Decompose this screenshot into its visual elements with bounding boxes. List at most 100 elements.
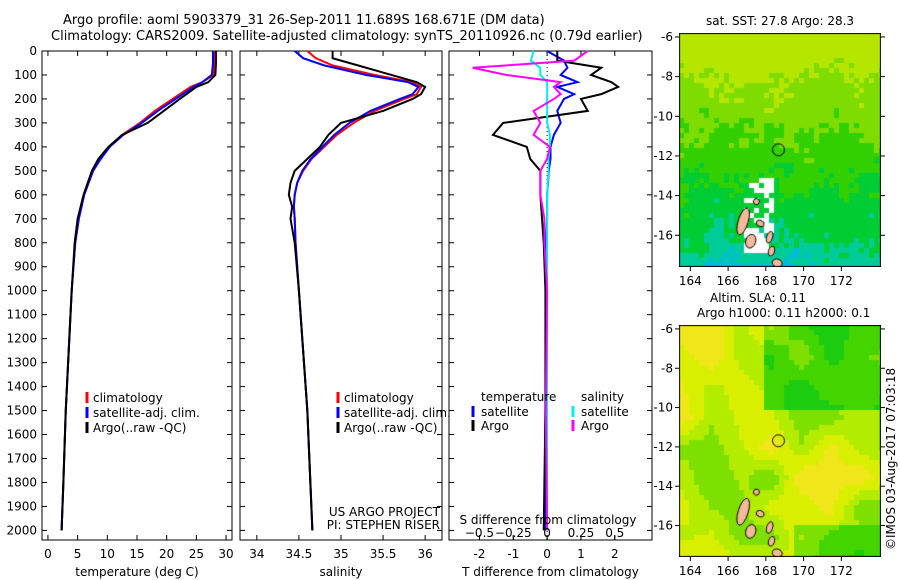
map-x-tick-label: 172 <box>830 274 853 288</box>
x-tick-label: 5 <box>74 547 82 561</box>
map-y-tick-label: -12 <box>653 149 673 163</box>
plot-frame <box>239 50 443 541</box>
sst-map-title: sat. SST: 27.8 Argo: 28.3 <box>706 14 855 28</box>
map-x-tick-label: 166 <box>717 274 740 288</box>
y-tick-label: 600 <box>14 188 37 202</box>
map-x-tick-label: 170 <box>792 564 815 578</box>
s-axis-label: S difference from climatology <box>460 513 637 527</box>
legend-label: climatology <box>93 391 163 405</box>
x-tick-label: 2 <box>611 547 619 561</box>
x-tick-label: 34 <box>249 547 264 561</box>
legend-label: Argo(..raw -QC) <box>93 421 186 435</box>
x-tick-label: 1 <box>577 547 585 561</box>
y-tick-label: 100 <box>14 68 37 82</box>
y-tick-label: 1100 <box>6 308 37 322</box>
y-tick-label: 1400 <box>6 380 37 394</box>
y-tick-label: 1300 <box>6 356 37 370</box>
map-y-tick-label: -8 <box>661 361 673 375</box>
x-tick-label: 36 <box>418 547 433 561</box>
y-tick-label: 1000 <box>6 284 37 298</box>
imos-credit: ©IMOS 03-Aug-2017 07:03:18 <box>884 367 898 550</box>
legend-label: satellite-adj. clim. <box>344 406 451 420</box>
legend-label: satellite <box>581 405 629 419</box>
y-tick-label: 2000 <box>6 523 37 537</box>
project-annotation: PI: STEPHEN RISER <box>327 518 440 532</box>
sla-map-title: Altim. SLA: 0.11 <box>710 291 807 305</box>
series-line-t-satellite <box>544 50 581 531</box>
map-y-tick-label: -8 <box>661 70 673 84</box>
legend-label: Argo <box>481 419 509 433</box>
x-tick-label: 10 <box>100 547 115 561</box>
legend-title-salinity: salinity <box>581 390 624 404</box>
series-line-argo---raw--qc- <box>287 51 427 531</box>
series-line-t-argo <box>491 51 621 531</box>
y-tick-label: 1900 <box>6 499 37 513</box>
y-tick-label: 0 <box>29 44 37 58</box>
x-tick-label: 20 <box>159 547 174 561</box>
y-tick-label: 1500 <box>6 404 37 418</box>
x-tick-label: 35 <box>333 547 348 561</box>
map-y-tick-label: -6 <box>661 30 673 44</box>
y-tick-label: 700 <box>14 212 37 226</box>
legend-label: satellite-adj. clim. <box>93 406 200 420</box>
x-tick-label: -1 <box>507 547 519 561</box>
y-tick-label: 800 <box>14 236 37 250</box>
legend-label: climatology <box>344 391 414 405</box>
legend-label: satellite <box>481 405 529 419</box>
map-y-tick-label: -6 <box>661 322 673 336</box>
series-line-climatology <box>292 50 423 531</box>
title-line-1: Argo profile: aoml 5903379_31 26-Sep-201… <box>63 13 545 28</box>
x-tick-label: 25 <box>189 547 204 561</box>
y-tick-label: 200 <box>14 92 37 106</box>
y-tick-label: 1200 <box>6 332 37 346</box>
series-line-satellite-adj--clim- <box>292 50 421 531</box>
x-tick-label: 0 <box>543 547 551 561</box>
sst-map-image <box>679 33 881 267</box>
y-tick-label: 1700 <box>6 451 37 465</box>
plot-frame <box>448 50 653 541</box>
map-x-tick-label: 170 <box>792 274 815 288</box>
y-tick-label: 900 <box>14 260 37 274</box>
x-tick-label: -2 <box>473 547 485 561</box>
x-tick-label: 35.5 <box>370 547 397 561</box>
y-tick-label: 300 <box>14 116 37 130</box>
x-axis-label: temperature (deg C) <box>75 565 198 579</box>
s-tick-label: 0 <box>543 526 551 540</box>
map-x-tick-label: 166 <box>717 564 740 578</box>
map-y-tick-label: -10 <box>653 401 673 415</box>
title-line-2: Climatology: CARS2009. Satellite-adjuste… <box>51 29 643 44</box>
x-tick-label: 30 <box>218 547 233 561</box>
x-tick-label: 34.5 <box>286 547 313 561</box>
map-y-tick-label: -10 <box>653 109 673 123</box>
legend-label: Argo <box>581 419 609 433</box>
legend-label: Argo(..raw -QC) <box>344 421 437 435</box>
x-tick-label: 0 <box>44 547 52 561</box>
project-annotation: US ARGO PROJECT <box>329 505 441 519</box>
sla-map-subtitle: Argo h1000: 0.11 h2000: 0.1 <box>697 306 871 320</box>
s-tick-label: 0.5 <box>605 526 624 540</box>
legend-title-temperature: temperature <box>481 390 556 404</box>
map-x-tick-label: 172 <box>830 564 853 578</box>
map-y-tick-label: -14 <box>653 479 673 493</box>
y-tick-label: 500 <box>14 164 37 178</box>
map-y-tick-label: -14 <box>653 189 673 203</box>
x-tick-label: 15 <box>129 547 144 561</box>
x-axis-label: salinity <box>319 565 362 579</box>
series-line-argo---raw--qc- <box>60 51 217 531</box>
series-line-climatology <box>60 51 216 531</box>
sla-map-image <box>679 325 881 557</box>
series-line-satellite-adj--clim- <box>60 51 214 531</box>
s-tick-label: 0.25 <box>568 526 595 540</box>
map-x-tick-label: 168 <box>754 564 777 578</box>
map-x-tick-label: 164 <box>679 274 702 288</box>
map-y-tick-label: -16 <box>653 228 673 242</box>
map-y-tick-label: -12 <box>653 440 673 454</box>
y-tick-label: 400 <box>14 140 37 154</box>
x-axis-label: T difference from climatology <box>461 565 639 579</box>
series-line-s-argo <box>472 50 589 531</box>
map-y-tick-label: -16 <box>653 519 673 533</box>
map-x-tick-label: 168 <box>754 274 777 288</box>
map-x-tick-label: 164 <box>679 564 702 578</box>
